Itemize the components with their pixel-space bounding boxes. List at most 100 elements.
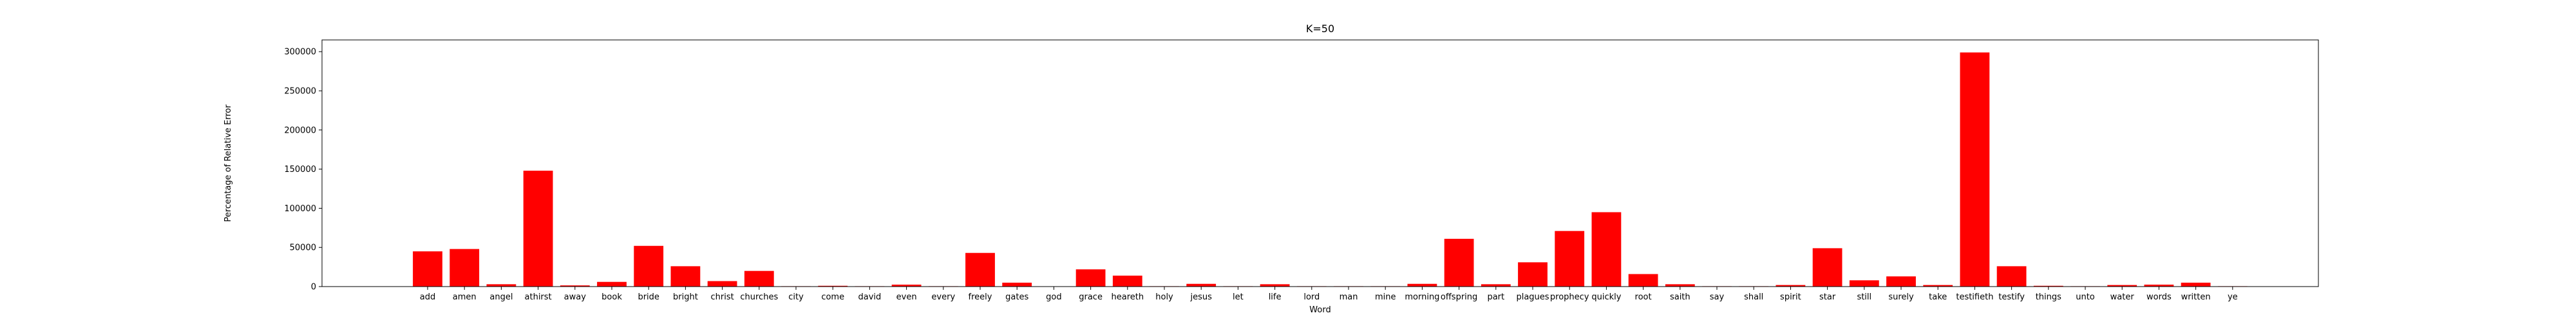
x-tick-label: prophecy [1550,292,1589,302]
bar-come [818,285,848,287]
bar-root [1628,274,1658,287]
x-tick-label: city [788,292,804,302]
bar-star [1812,248,1842,287]
x-tick-label: mine [1375,292,1396,302]
bar-part [1481,284,1511,287]
y-tick-label: 200000 [284,126,316,135]
bar-testifieth [1960,52,1990,287]
x-tick-label: add [420,292,435,302]
x-tick-label: lord [1303,292,1320,302]
bar-bright [670,266,701,287]
x-tick-label: words [2146,292,2172,302]
x-tick-label: every [931,292,955,302]
y-tick-label: 250000 [284,87,316,97]
x-tick-label: grace [1079,292,1103,302]
x-tick-label: root [1635,292,1652,302]
x-tick-label: water [2110,292,2135,302]
bar-saith [1665,284,1695,287]
bar-take [1923,285,1953,287]
bar-prophecy [1555,231,1585,287]
x-tick-label: man [1340,292,1358,302]
bar-amen [450,249,480,287]
x-tick-label: god [1046,292,1061,302]
y-tick-label: 50000 [290,243,316,253]
bar-offspring [1444,238,1474,287]
x-tick-label: churches [740,292,778,302]
x-tick-label: still [1857,292,1871,302]
x-tick-label: heareth [1111,292,1144,302]
bar-still [1849,280,1879,287]
bar-words [2144,284,2174,287]
x-tick-label: written [2181,292,2211,302]
x-tick-label: offspring [1441,292,1477,302]
x-tick-label: david [858,292,882,302]
bar-angel [486,284,516,287]
x-tick-label: quickly [1591,292,1621,302]
x-tick-label: even [896,292,917,302]
x-axis-label: Word [1309,305,1331,315]
x-tick-label: freely [969,292,992,302]
x-tick-label: bright [673,292,698,302]
x-tick-label: athirst [525,292,552,302]
x-tick-label: things [2036,292,2061,302]
bar-life [1260,284,1290,287]
bar-churches [744,270,774,287]
x-tick-label: amen [453,292,477,302]
bar-freely [965,252,995,287]
chart-title: K=50 [1306,23,1334,35]
plot-frame [321,39,2319,287]
y-tick-label: 300000 [284,48,316,57]
x-tick-label: saith [1670,292,1690,302]
x-tick-label: part [1487,292,1504,302]
x-tick-label: say [1710,292,1725,302]
x-tick-label: book [601,292,622,302]
bar-water [2107,285,2137,287]
x-axis-ticks: add amen angel athirst away book bride bright ch… [420,287,2238,302]
x-tick-label: unto [2076,292,2095,302]
x-tick-label: angel [489,292,513,302]
x-tick-label: spirit [1780,292,1801,302]
y-axis-label: Percentage of Relative Error [223,104,233,222]
bar-bride [634,245,664,287]
x-tick-label: surely [1888,292,1914,302]
bar-morning [1407,283,1437,287]
bar-heareth [1112,275,1142,287]
bar-away [560,285,590,287]
y-tick-label: 0 [311,283,316,292]
x-tick-label: shall [1744,292,1763,302]
bar-things [2033,285,2063,287]
bar-gates [1002,282,1032,287]
bar-quickly [1591,212,1622,287]
bar-surely [1886,276,1916,287]
bar-jesus [1186,283,1217,287]
bar-christ [707,281,737,287]
bar-athirst [523,171,553,287]
x-tick-label: life [1269,292,1282,302]
y-tick-label: 150000 [284,165,316,175]
bar-testify [1996,266,2027,287]
x-tick-label: holy [1155,292,1173,302]
x-tick-label: ye [2228,292,2238,302]
x-tick-label: gates [1005,292,1028,302]
y-tick-label: 100000 [284,204,316,214]
bar-even [891,284,922,287]
x-tick-label: let [1233,292,1244,302]
y-axis-ticks: 0 50000 100000 150000 200000 250000 300000 [284,48,322,292]
x-tick-label: star [1819,292,1836,302]
x-tick-label: away [564,292,587,302]
bar-written [2181,282,2211,287]
x-tick-label: testifieth [1956,292,1993,302]
bar-book [597,281,627,287]
x-tick-label: christ [710,292,734,302]
bar-spirit [1776,285,1806,287]
bar-add [413,251,442,287]
x-tick-label: morning [1405,292,1439,302]
x-tick-label: jesus [1189,292,1212,302]
bar-grace [1075,269,1106,287]
bar-plagues [1518,262,1548,287]
x-tick-label: bride [638,292,659,302]
x-tick-label: plagues [1516,292,1549,302]
x-tick-label: come [821,292,844,302]
